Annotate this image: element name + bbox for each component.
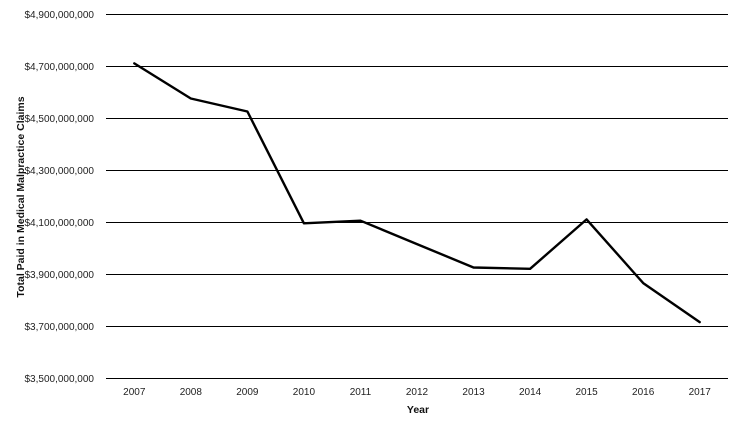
x-tick-label: 2010 [293, 387, 316, 398]
x-tick-label: 2007 [123, 387, 146, 398]
x-tick-label: 2008 [180, 387, 203, 398]
x-axis-tick-labels: 2007 2008 2009 2010 2011 2012 2013 2014 2015 2016… [123, 387, 711, 398]
x-tick-label: 2017 [689, 387, 712, 398]
y-tick-label: $4,700,000,000 [24, 62, 94, 73]
y-tick-label: $4,900,000,000 [24, 10, 94, 21]
y-axis-title: Total Paid in Medical Malpractice Claims [15, 96, 27, 297]
x-tick-label: 2013 [462, 387, 485, 398]
series-line [133, 62, 701, 324]
x-tick-label: 2012 [406, 387, 429, 398]
y-tick-label: $4,500,000,000 [24, 114, 94, 125]
y-tick-label: $3,900,000,000 [24, 270, 94, 281]
y-tick-label: $4,300,000,000 [24, 166, 94, 177]
y-axis-tick-labels: $3,500,000,000 $3,700,000,000 $3,900,000,0… [24, 10, 94, 385]
y-tick-label: $4,100,000,000 [24, 218, 94, 229]
x-tick-label: 2014 [519, 387, 542, 398]
x-tick-label: 2015 [576, 387, 599, 398]
y-tick-label: $3,500,000,000 [24, 374, 94, 385]
x-axis-title: Year [407, 404, 429, 416]
x-tick-label: 2016 [632, 387, 655, 398]
x-tick-label: 2011 [350, 387, 372, 398]
series-layer [133, 62, 701, 324]
gridlines [106, 14, 728, 379]
y-tick-label: $3,700,000,000 [24, 322, 94, 333]
x-tick-label: 2009 [236, 387, 259, 398]
